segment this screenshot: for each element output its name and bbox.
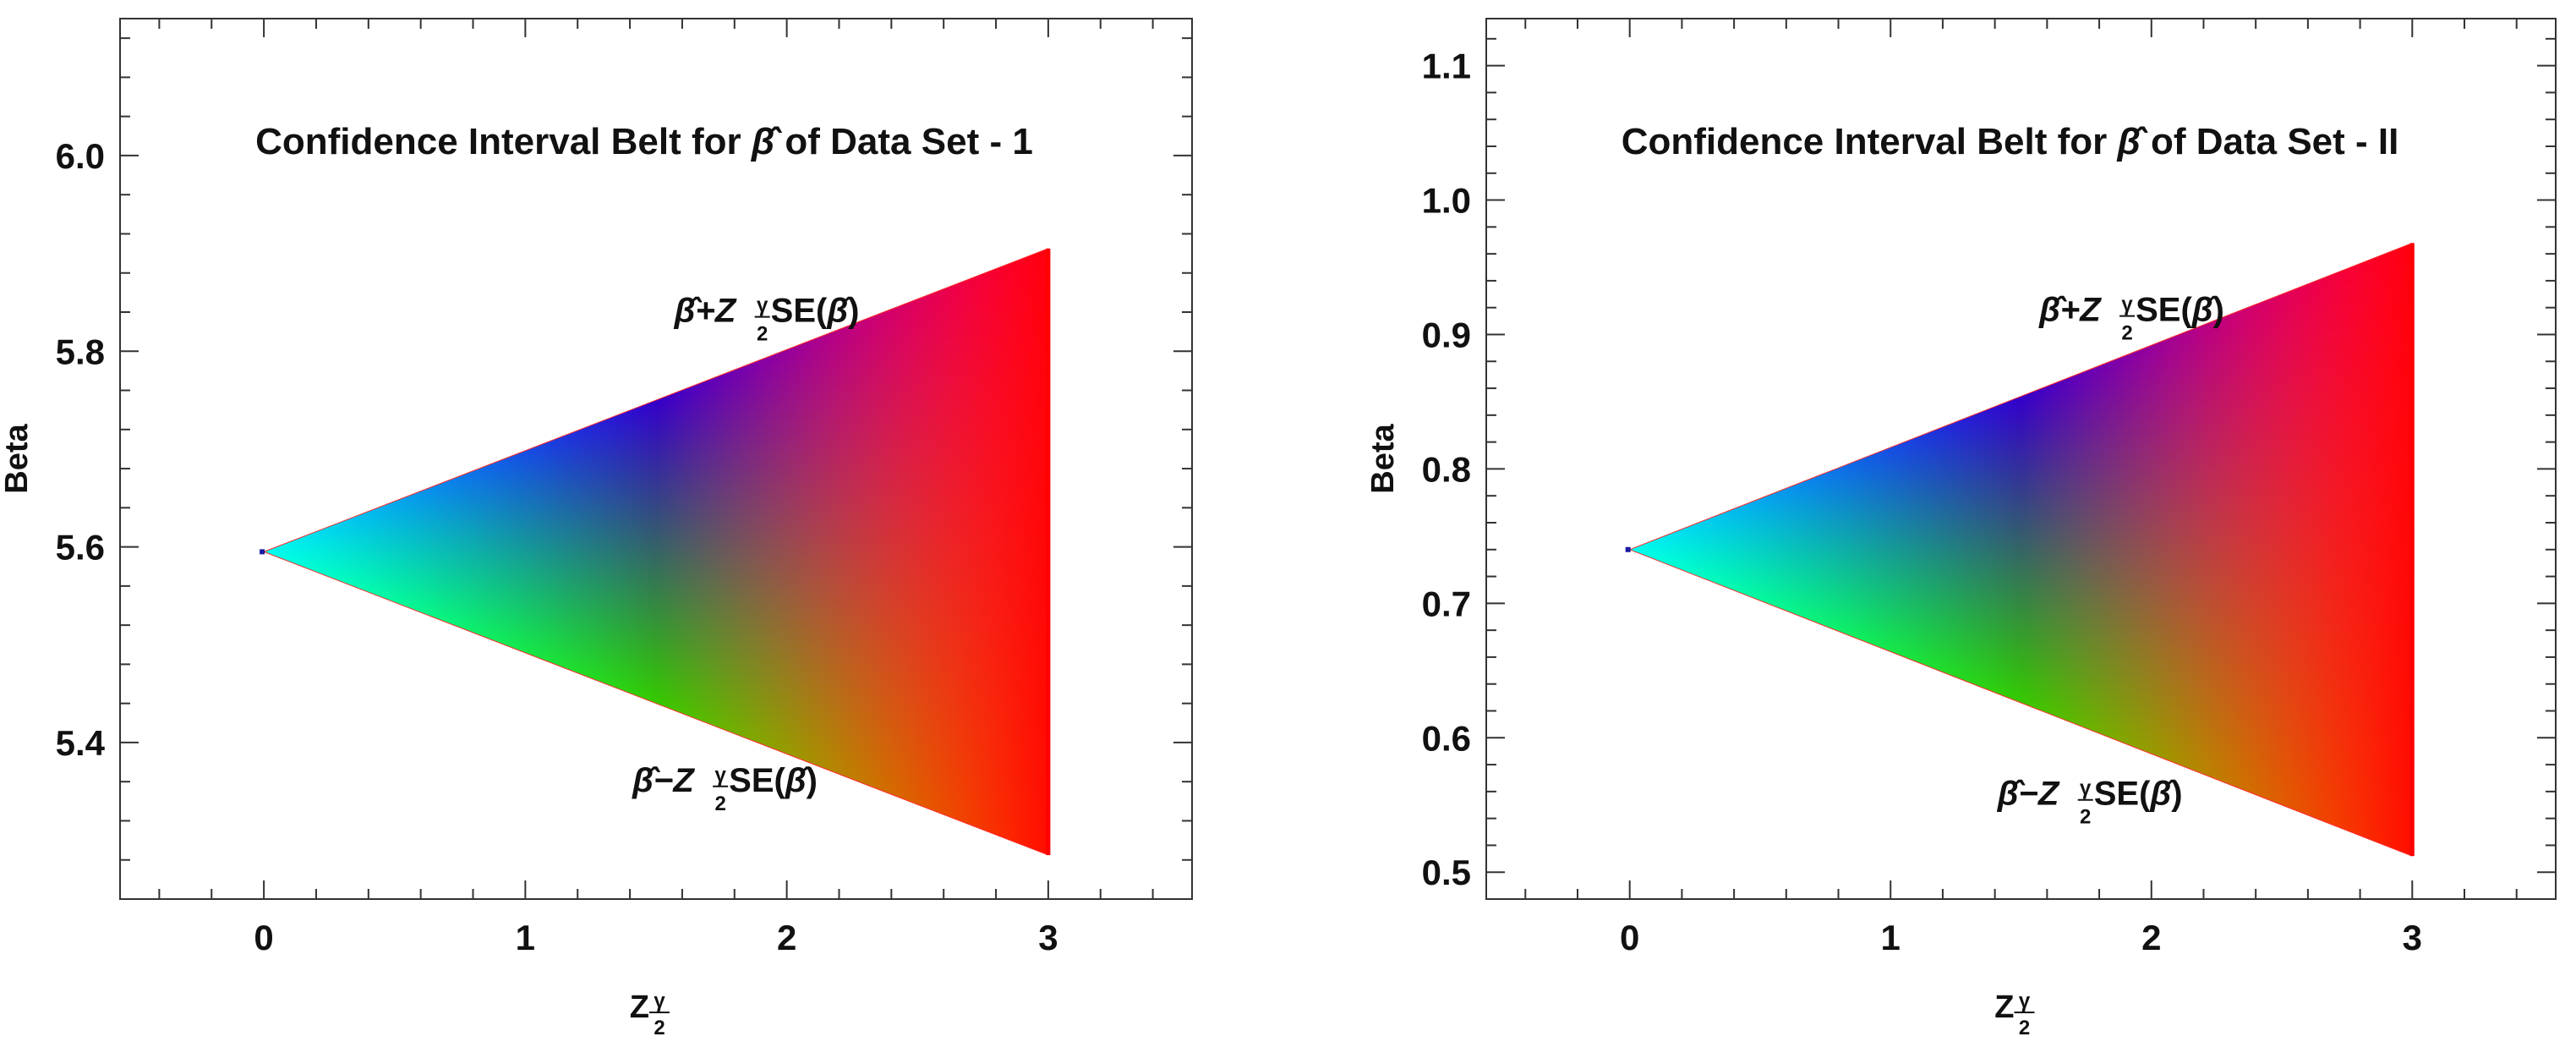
y-axis-title: Beta bbox=[0, 423, 35, 493]
y-axis-title: Beta bbox=[1365, 423, 1401, 493]
lower-label-se-open: SE( bbox=[729, 762, 785, 799]
upper-label-sub-den: 2 bbox=[757, 323, 768, 346]
upper-label-se-close: ) bbox=[848, 293, 859, 330]
upper-bound-line bbox=[263, 248, 1049, 552]
lower-label-text: β̂−Z bbox=[632, 762, 695, 799]
chart-title-prefix: Confidence Interval Belt for bbox=[1622, 121, 2118, 162]
lower-label-se: SE(β̂) bbox=[729, 762, 818, 799]
upper-label-se-open: SE( bbox=[771, 293, 828, 330]
lower-label-sub-num: γ bbox=[2080, 777, 2092, 800]
upper-bound-line bbox=[1629, 242, 2413, 551]
lower-bound-line bbox=[1629, 549, 2413, 857]
y-tick-label: 5.6 bbox=[56, 528, 105, 568]
x-tick-label: 1 bbox=[516, 918, 535, 957]
lower-label-sub-den: 2 bbox=[2080, 806, 2091, 829]
estimate-point bbox=[1625, 546, 1631, 552]
y-tick-label: 0.7 bbox=[1422, 584, 1471, 623]
lower-label-z: −Z bbox=[654, 762, 695, 799]
upper-label-text: β̂+Z bbox=[674, 293, 737, 330]
upper-label: β̂+Z γ 2 SE(β̂) bbox=[2038, 292, 2224, 345]
x-axis-title-den: 2 bbox=[2019, 1017, 2030, 1039]
y-tick-label: 0.8 bbox=[1422, 449, 1471, 489]
upper-label-text: β̂+Z bbox=[2038, 292, 2102, 329]
lower-label-text: β̂−Z bbox=[1997, 776, 2060, 813]
y-tick-label: 1.0 bbox=[1422, 181, 1471, 221]
lower-label-z: −Z bbox=[2019, 776, 2060, 813]
lower-label-se-close: ) bbox=[2171, 776, 2182, 813]
y-tick-label: 5.8 bbox=[56, 332, 105, 371]
chart-title: Confidence Interval Belt for β̂ of Data … bbox=[1622, 121, 2399, 162]
x-axis-title-den: 2 bbox=[654, 1017, 665, 1039]
lower-label-se-close: ) bbox=[807, 762, 818, 799]
y-tick-label: 0.5 bbox=[1422, 853, 1471, 892]
chart-data-set-2: 0 1 2 3 0.5 0.6 0.7 0.8 0.9 1.0 1.1 Beta Z γ 2 Confiden… bbox=[1365, 18, 2557, 1039]
upper-label-z: +Z bbox=[695, 293, 736, 330]
x-tick-label: 0 bbox=[254, 918, 273, 957]
y-axis: 0.5 0.6 0.7 0.8 0.9 1.0 1.1 bbox=[1422, 37, 2556, 892]
x-tick-label: 1 bbox=[1881, 918, 1901, 957]
confidence-belt-fill bbox=[1629, 243, 2413, 857]
upper-label-se: SE(β̂) bbox=[771, 293, 860, 330]
lower-label-se-open: SE( bbox=[2094, 776, 2151, 813]
x-axis-title-num: γ bbox=[2019, 990, 2031, 1012]
y-tick-label: 5.4 bbox=[56, 723, 106, 763]
upper-label-sub-num: γ bbox=[757, 294, 768, 317]
plot-frame bbox=[119, 18, 1193, 900]
x-axis: 0 1 2 3 bbox=[1524, 19, 2518, 957]
lower-label-se: SE(β̂) bbox=[2094, 776, 2183, 813]
lower-label: β̂−Z γ 2 SE(β̂) bbox=[1997, 776, 2183, 829]
y-tick-label: 0.6 bbox=[1422, 718, 1471, 758]
y-tick-label: 6.0 bbox=[56, 136, 105, 176]
y-axis: 5.4 5.6 5.8 6.0 bbox=[56, 37, 1192, 861]
lower-label: β̂−Z γ 2 SE(β̂) bbox=[632, 762, 818, 815]
chart-title: Confidence Interval Belt for β̂ of Data … bbox=[255, 121, 1033, 162]
x-tick-label: 2 bbox=[2141, 918, 2161, 957]
x-tick-label: 0 bbox=[1620, 918, 1639, 957]
chart-title-text: Confidence Interval Belt for β̂ of Data … bbox=[1622, 121, 2399, 162]
upper-label-z: +Z bbox=[2060, 292, 2102, 329]
upper-label-sub-num: γ bbox=[2121, 293, 2133, 316]
upper-label-se: SE(β̂) bbox=[2136, 292, 2224, 329]
x-axis-title-num: γ bbox=[654, 990, 665, 1012]
y-tick-label: 1.1 bbox=[1422, 47, 1471, 86]
y-tick-label: 0.9 bbox=[1422, 315, 1471, 354]
chart-title-text: Confidence Interval Belt for β̂ of Data … bbox=[255, 121, 1033, 162]
plot-frame bbox=[1485, 18, 2557, 900]
upper-label-se-open: SE( bbox=[2136, 292, 2192, 329]
lower-label-sub-den: 2 bbox=[714, 792, 725, 815]
x-tick-label: 3 bbox=[2403, 918, 2422, 957]
chart-title-suffix: of Data Set - II bbox=[2141, 121, 2399, 162]
upper-label: β̂+Z γ 2 SE(β̂) bbox=[674, 293, 860, 346]
chart-title-prefix: Confidence Interval Belt for bbox=[255, 121, 752, 162]
upper-label-se-close: ) bbox=[2213, 292, 2224, 329]
x-axis-title-z: Z bbox=[630, 990, 649, 1025]
estimate-point bbox=[260, 549, 265, 555]
chart-title-suffix: of Data Set - 1 bbox=[774, 121, 1033, 162]
chart-data-set-1: 0 1 2 3 5.4 5.6 5.8 6.0 Beta Z γ 2 Confidence Interv… bbox=[0, 18, 1193, 1039]
lower-label-sub-num: γ bbox=[714, 764, 726, 787]
x-axis: 0 1 2 3 bbox=[158, 19, 1154, 957]
x-tick-label: 2 bbox=[777, 918, 796, 957]
x-axis-title-z: Z bbox=[1994, 990, 2014, 1025]
upper-label-sub-den: 2 bbox=[2121, 322, 2132, 345]
x-tick-label: 3 bbox=[1038, 918, 1058, 957]
lower-bound-line bbox=[263, 551, 1049, 856]
